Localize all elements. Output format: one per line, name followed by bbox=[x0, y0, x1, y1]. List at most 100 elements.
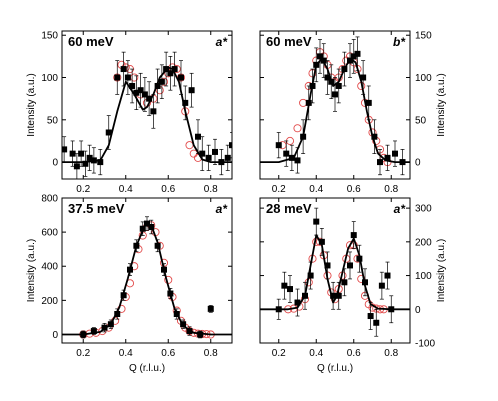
filled-square-point bbox=[207, 305, 214, 312]
filled-square-point bbox=[114, 74, 121, 81]
y-tick-label: 400 bbox=[41, 262, 58, 273]
x-tick-label: 0.8 bbox=[204, 184, 218, 195]
filled-square-point bbox=[186, 328, 193, 335]
filled-square-point bbox=[182, 99, 189, 106]
plot-frame bbox=[259, 197, 411, 344]
plot-frame bbox=[61, 197, 233, 344]
fit-line bbox=[62, 66, 232, 164]
filled-square-point bbox=[367, 313, 374, 320]
filled-square-point bbox=[173, 311, 180, 317]
filled-square-point bbox=[275, 306, 282, 313]
x-tick-label: 0.8 bbox=[384, 184, 398, 195]
x-tick-label: 0.8 bbox=[384, 348, 398, 359]
open-circle-point bbox=[299, 98, 308, 107]
filled-square-point bbox=[309, 82, 316, 89]
filled-square-point bbox=[90, 328, 97, 335]
y-tick-label: 50 bbox=[415, 115, 427, 126]
y-tick-label: 150 bbox=[41, 31, 58, 42]
x-tick-label: 0.2 bbox=[76, 184, 90, 195]
filled-square-point bbox=[294, 157, 301, 164]
x-tick-label: 0.6 bbox=[161, 184, 175, 195]
y-axis-label: Intensity (a.u.) bbox=[436, 239, 447, 302]
y-axis-label: Intensity (a.u.) bbox=[26, 239, 37, 302]
x-tick-label: 0.4 bbox=[309, 184, 323, 195]
filled-square-point bbox=[313, 61, 320, 68]
fit-line bbox=[62, 224, 232, 336]
y-tick-label: 0 bbox=[52, 158, 58, 169]
filled-square-point bbox=[371, 133, 378, 140]
panel: 0.2 0.4 0.6 0.8 0 50 100 150 Intensity (a.u.) 60 … bbox=[26, 30, 233, 195]
filled-square-point bbox=[373, 319, 380, 326]
y-tick-label: 0 bbox=[415, 158, 421, 169]
y-axis-label: Intensity (a.u.) bbox=[436, 73, 447, 136]
x-axis-label: Q (r.l.u.) bbox=[317, 363, 353, 374]
y-tick-label: 200 bbox=[415, 237, 432, 248]
axis-tag: a* bbox=[216, 35, 229, 49]
filled-square-point bbox=[330, 292, 337, 299]
filled-square-point bbox=[384, 154, 391, 161]
filled-square-point bbox=[120, 292, 127, 299]
filled-square-point bbox=[354, 50, 361, 57]
filled-square-point bbox=[347, 262, 353, 269]
energy-label: 60 meV bbox=[68, 34, 114, 49]
data-layer bbox=[62, 216, 232, 339]
x-axis-label: Q (r.l.u.) bbox=[129, 363, 165, 374]
y-tick-label: 100 bbox=[415, 73, 432, 84]
y-tick-label: 300 bbox=[415, 204, 432, 215]
x-tick-label: 0.2 bbox=[76, 348, 90, 359]
y-tick-label: -100 bbox=[415, 339, 435, 350]
filled-square-point bbox=[86, 154, 93, 161]
filled-square-point bbox=[341, 279, 348, 286]
filled-square-point bbox=[356, 255, 363, 262]
x-tick-label: 0.2 bbox=[272, 184, 286, 195]
axis-tag: a* bbox=[216, 202, 229, 216]
data-layer bbox=[260, 36, 410, 176]
filled-square-point bbox=[324, 262, 331, 269]
open-circle-point bbox=[130, 73, 139, 82]
filled-square-point bbox=[171, 66, 178, 73]
y-axis-label: Intensity (a.u.) bbox=[26, 73, 37, 136]
filled-square-point bbox=[127, 266, 133, 273]
energy-label: 60 meV bbox=[266, 34, 312, 49]
filled-square-point bbox=[146, 95, 153, 102]
filled-square-point bbox=[188, 87, 195, 94]
y-tick-label: 0 bbox=[415, 305, 421, 316]
y-tick-label: 150 bbox=[415, 31, 432, 42]
filled-square-point bbox=[318, 238, 325, 245]
filled-square-point bbox=[224, 154, 231, 161]
y-tick-label: 100 bbox=[415, 271, 432, 282]
filled-square-point bbox=[205, 154, 212, 161]
y-tick-label: 50 bbox=[47, 115, 59, 126]
filled-square-point bbox=[150, 108, 157, 115]
filled-square-point bbox=[335, 292, 342, 299]
panel: 0.2 0.4 0.6 0.8 0 50 100 150 Intensity (a.u.) 60 … bbox=[259, 30, 447, 195]
filled-square-point bbox=[350, 232, 357, 239]
axis-tag: b* bbox=[393, 35, 406, 49]
axis-tag: a* bbox=[394, 202, 407, 216]
filled-square-point bbox=[80, 331, 87, 338]
filled-square-point bbox=[158, 78, 165, 85]
filled-square-point bbox=[360, 74, 367, 81]
filled-square-point bbox=[105, 129, 112, 136]
filled-square-point bbox=[124, 74, 131, 81]
filled-square-point bbox=[199, 150, 206, 157]
filled-square-point bbox=[332, 91, 338, 98]
filled-square-point bbox=[305, 99, 312, 106]
filled-square-point bbox=[167, 290, 174, 297]
y-tick-label: 800 bbox=[41, 194, 58, 205]
filled-square-point bbox=[148, 224, 155, 230]
filled-square-point bbox=[399, 159, 406, 166]
filled-square-point bbox=[341, 66, 348, 73]
x-tick-label: 0.4 bbox=[119, 348, 133, 359]
filled-square-point bbox=[320, 57, 327, 64]
filled-square-point bbox=[287, 286, 293, 293]
filled-square-point bbox=[133, 89, 140, 96]
filled-square-point bbox=[139, 225, 146, 232]
filled-square-point bbox=[163, 66, 170, 73]
filled-square-point bbox=[78, 150, 85, 157]
filled-square-point bbox=[302, 292, 308, 299]
y-tick-label: 200 bbox=[41, 296, 58, 307]
data-layer bbox=[62, 51, 232, 179]
y-tick-label: 600 bbox=[41, 228, 58, 239]
